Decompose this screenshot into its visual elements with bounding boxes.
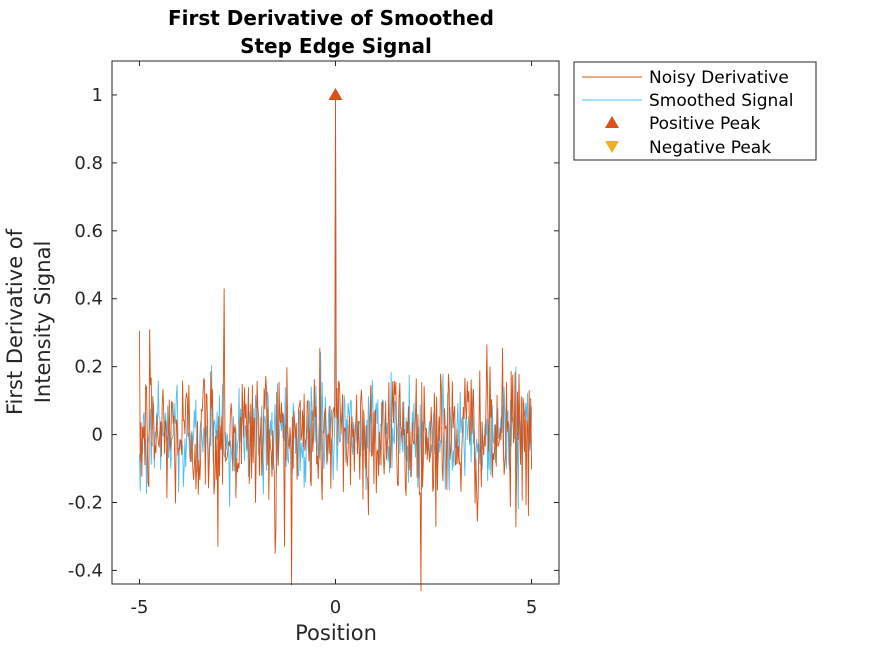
y-tick-label: 0 xyxy=(92,425,103,446)
x-tick-label: -5 xyxy=(130,597,148,618)
marker-positive-peak xyxy=(328,87,343,100)
legend-label-smoothed-signal: Smoothed Signal xyxy=(649,91,793,111)
y-tick-label: 0.4 xyxy=(74,289,103,310)
legend-label-positive-peak: Positive Peak xyxy=(649,114,760,134)
y-tick-label: 0.6 xyxy=(74,221,103,242)
chart-title-line-2: Step Edge Signal xyxy=(240,34,432,58)
y-tick-label: -0.2 xyxy=(68,492,103,513)
marker-layer xyxy=(328,87,343,100)
legend-triangle-down-icon xyxy=(605,141,619,153)
legend-triangle-up-icon xyxy=(605,116,619,128)
x-tick-label: 0 xyxy=(330,597,341,618)
y-axis-label-line-2: Intensity Signal xyxy=(31,241,55,404)
y-tick-label: 0.2 xyxy=(74,357,103,378)
x-axis-label: Position xyxy=(295,621,377,645)
legend-label-noisy-derivative: Noisy Derivative xyxy=(649,68,789,88)
legend-label-negative-peak: Negative Peak xyxy=(649,138,771,158)
y-tick-label: 0.8 xyxy=(74,153,103,174)
x-tick-label: 5 xyxy=(526,597,537,618)
chart-title-line-1: First Derivative of Smoothed xyxy=(168,6,494,30)
y-axis-label-line-1: First Derivative of xyxy=(3,228,27,415)
y-tick-label: 1 xyxy=(92,85,103,106)
tick-layer: -5 0 5 -0.4 -0.2 0 0.2 0.4 0.6 0.8 1 xyxy=(68,61,559,618)
y-axis-label: First Derivative of Intensity Signal xyxy=(3,228,55,415)
y-tick-label: -0.4 xyxy=(68,560,103,581)
legend: Noisy Derivative Smoothed Signal Positiv… xyxy=(573,61,817,161)
